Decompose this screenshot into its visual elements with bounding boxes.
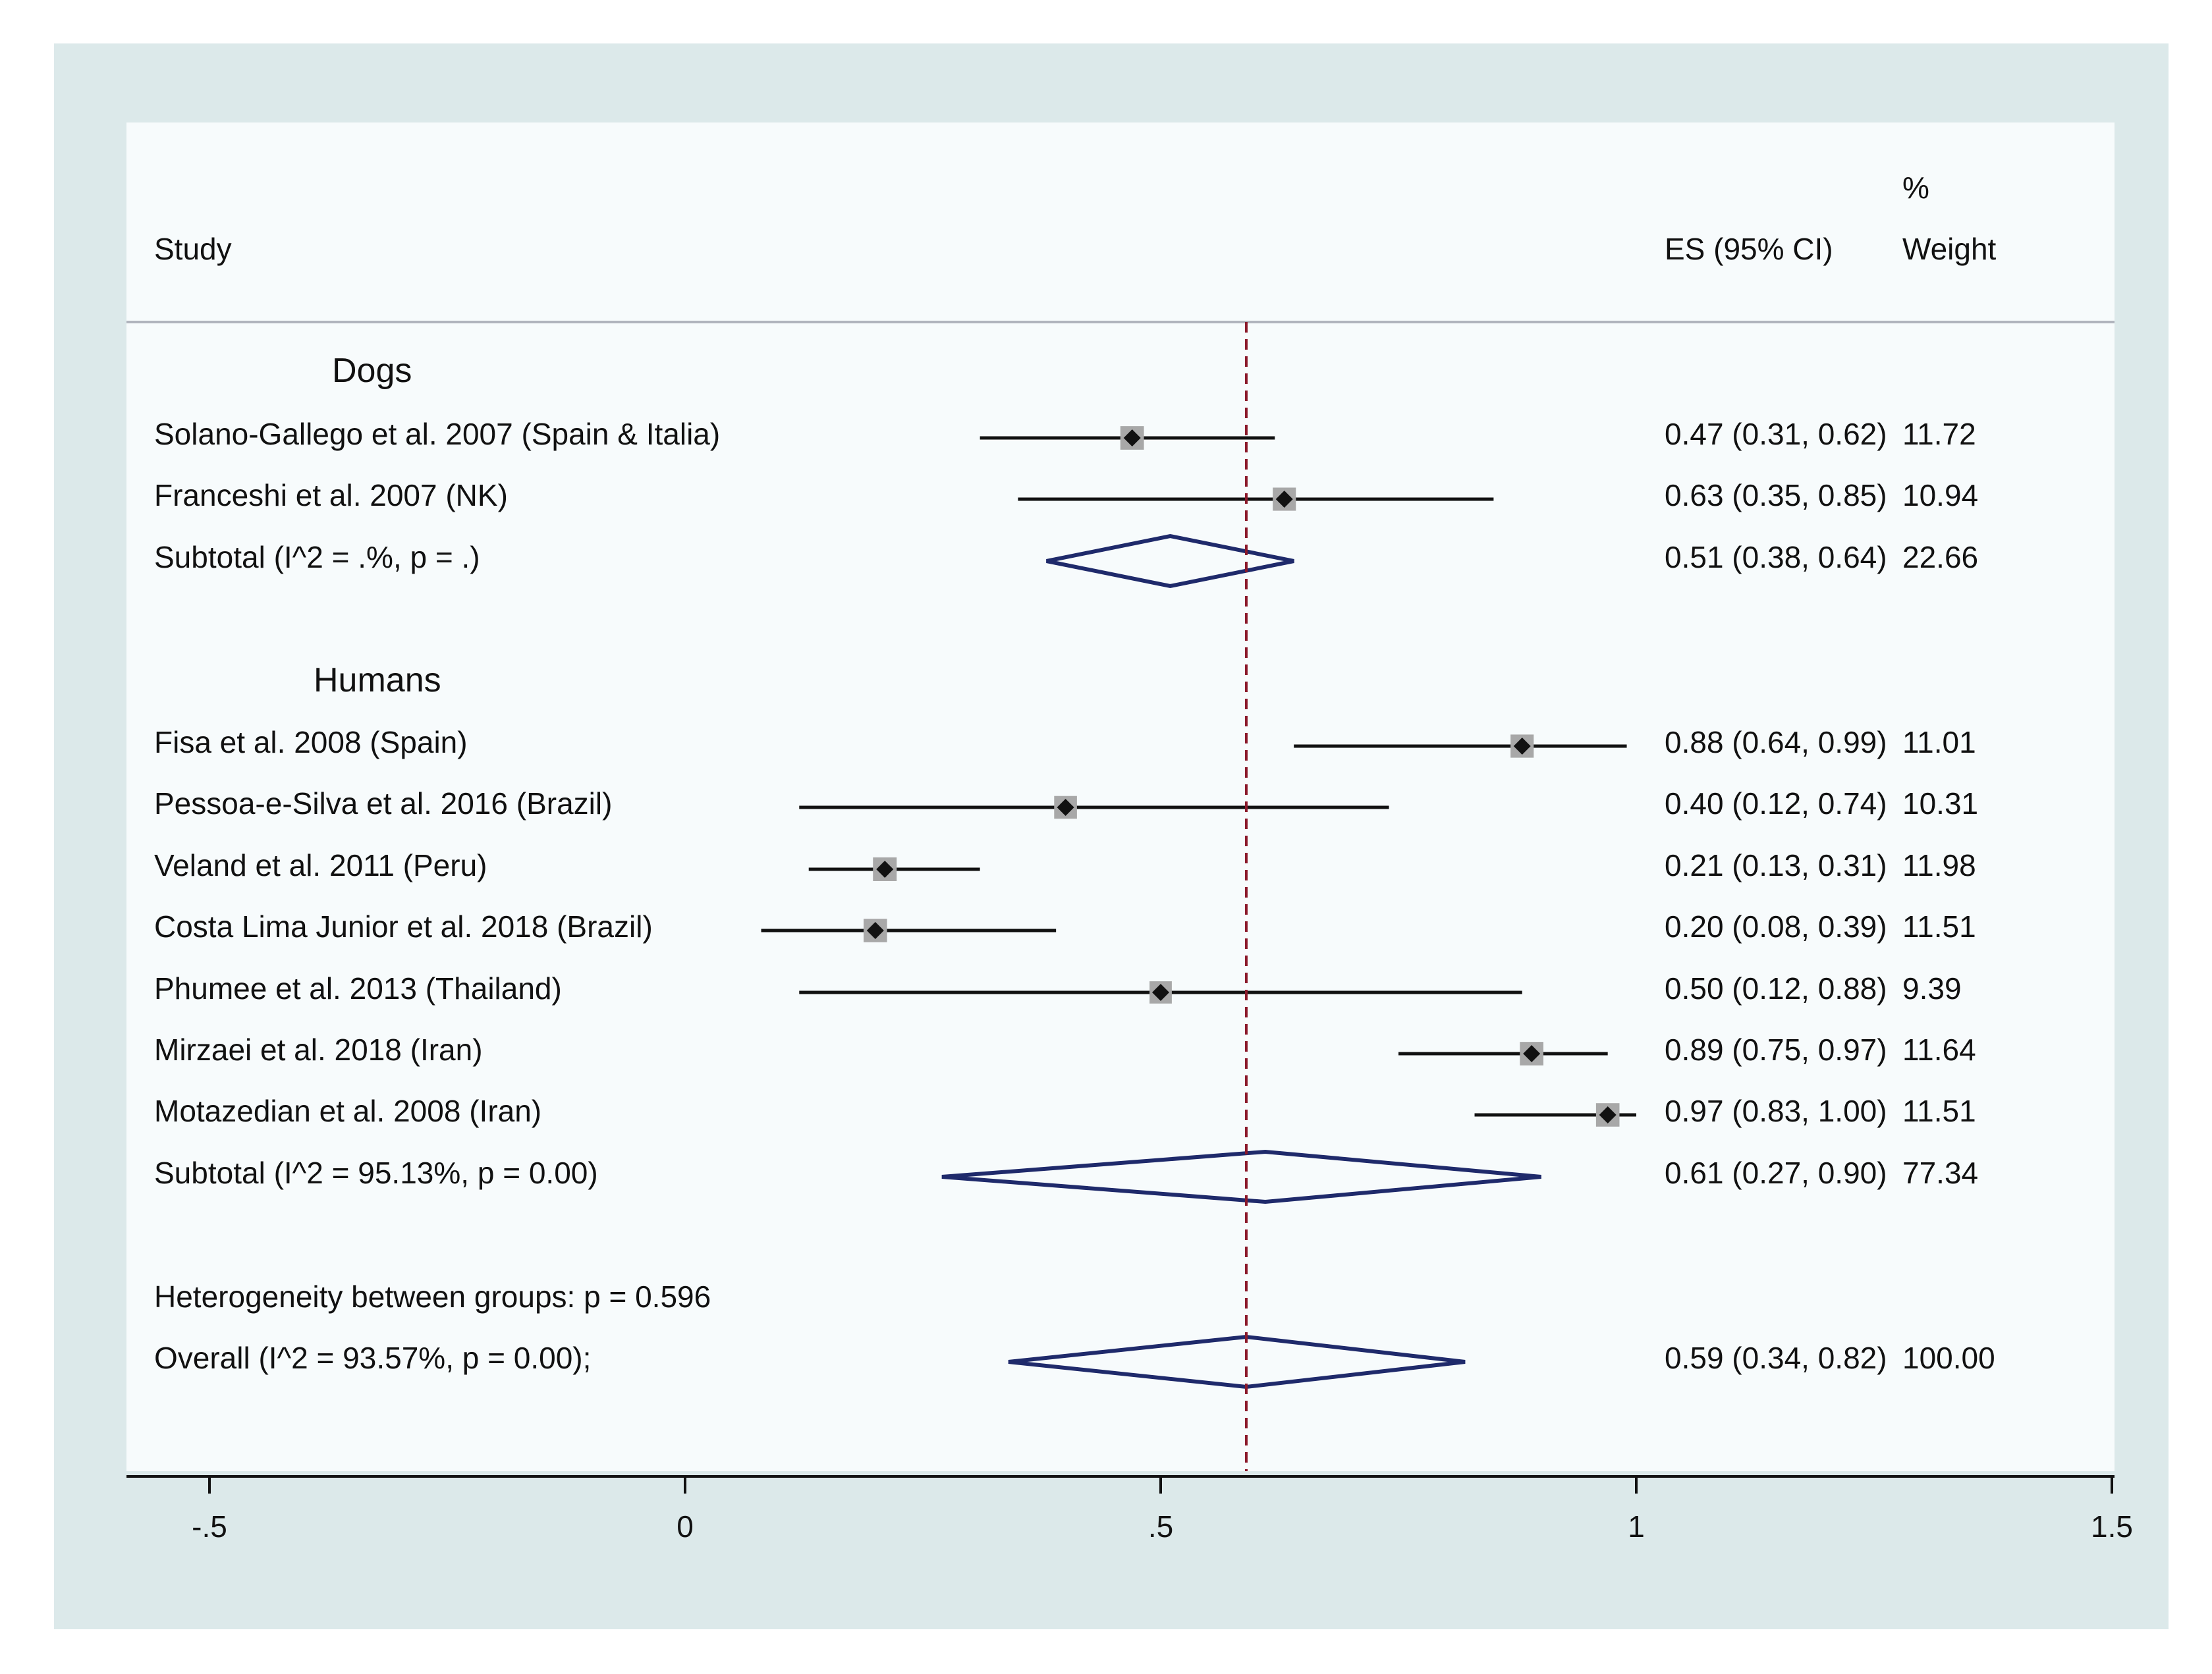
es-value: 0.89 (0.75, 0.97) — [1665, 1033, 1887, 1067]
weight-value: 11.51 — [1902, 1094, 1976, 1128]
overall-label: Overall (I^2 = 93.57%, p = 0.00); — [154, 1341, 591, 1375]
x-tick-label: -.5 — [192, 1509, 227, 1544]
study-label: Pessoa-e-Silva et al. 2016 (Brazil) — [154, 786, 612, 821]
study-label: Veland et al. 2011 (Peru) — [154, 848, 487, 882]
weight-value: 11.72 — [1902, 417, 1976, 451]
header-weight-top: % — [1902, 171, 1929, 205]
point-estimate — [1275, 491, 1293, 508]
x-tick-label: 1.5 — [2091, 1509, 2133, 1544]
weight-value: 10.94 — [1902, 478, 1978, 512]
point-estimate — [876, 861, 894, 878]
study-label: Phumee et al. 2013 (Thailand) — [154, 971, 562, 1006]
es-value: 0.50 (0.12, 0.88) — [1665, 971, 1887, 1006]
subtotal-label: Subtotal (I^2 = .%, p = .) — [154, 540, 480, 574]
point-estimate — [1152, 984, 1169, 1001]
group-heading: Dogs — [332, 352, 412, 390]
point-estimate — [1523, 1045, 1541, 1062]
weight-value: 100.00 — [1902, 1341, 1995, 1375]
point-estimate — [1599, 1106, 1617, 1123]
plot-area — [126, 122, 2115, 1471]
study-label: Costa Lima Junior et al. 2018 (Brazil) — [154, 909, 653, 944]
es-value: 0.61 (0.27, 0.90) — [1665, 1156, 1887, 1190]
es-value: 0.59 (0.34, 0.82) — [1665, 1341, 1887, 1375]
subtotal-label: Subtotal (I^2 = 95.13%, p = 0.00) — [154, 1156, 598, 1190]
overall-diamond — [1008, 1334, 1466, 1390]
study-label: Fisa et al. 2008 (Spain) — [154, 725, 468, 759]
header-es: ES (95% CI) — [1665, 232, 1833, 266]
es-value: 0.51 (0.38, 0.64) — [1665, 540, 1887, 574]
es-value: 0.88 (0.64, 0.99) — [1665, 725, 1887, 759]
weight-value: 11.64 — [1902, 1033, 1976, 1067]
weight-value: 11.51 — [1902, 909, 1976, 944]
heterogeneity-note: Heterogeneity between groups: p = 0.596 — [154, 1280, 711, 1314]
point-estimate — [866, 922, 884, 939]
study-label: Franceshi et al. 2007 (NK) — [154, 478, 508, 512]
weight-value: 11.01 — [1902, 725, 1976, 759]
group-heading: Humans — [314, 661, 441, 699]
es-value: 0.63 (0.35, 0.85) — [1665, 478, 1887, 512]
subtotal-diamond — [1046, 533, 1294, 589]
weight-value: 10.31 — [1902, 786, 1978, 821]
point-estimate — [1057, 799, 1074, 816]
x-tick-label: 0 — [677, 1509, 694, 1544]
weight-value: 9.39 — [1902, 971, 1962, 1006]
study-label: Mirzaei et al. 2018 (Iran) — [154, 1033, 483, 1067]
es-value: 0.47 (0.31, 0.62) — [1665, 417, 1887, 451]
subtotal-diamond — [941, 1149, 1541, 1204]
es-value: 0.21 (0.13, 0.31) — [1665, 848, 1887, 882]
study-label: Solano-Gallego et al. 2007 (Spain & Ital… — [154, 417, 720, 451]
es-value: 0.40 (0.12, 0.74) — [1665, 786, 1887, 821]
weight-value: 22.66 — [1902, 540, 1978, 574]
weight-value: 77.34 — [1902, 1156, 1978, 1190]
es-value: 0.97 (0.83, 1.00) — [1665, 1094, 1887, 1128]
point-estimate — [1513, 738, 1531, 755]
header-weight-bottom: Weight — [1902, 232, 1997, 266]
study-label: Motazedian et al. 2008 (Iran) — [154, 1094, 541, 1128]
weight-value: 11.98 — [1902, 848, 1976, 882]
x-tick-label: 1 — [1628, 1509, 1645, 1544]
point-estimate — [1123, 429, 1141, 446]
es-value: 0.20 (0.08, 0.39) — [1665, 909, 1887, 944]
header-study: Study — [154, 232, 232, 266]
x-tick-label: .5 — [1148, 1509, 1173, 1544]
